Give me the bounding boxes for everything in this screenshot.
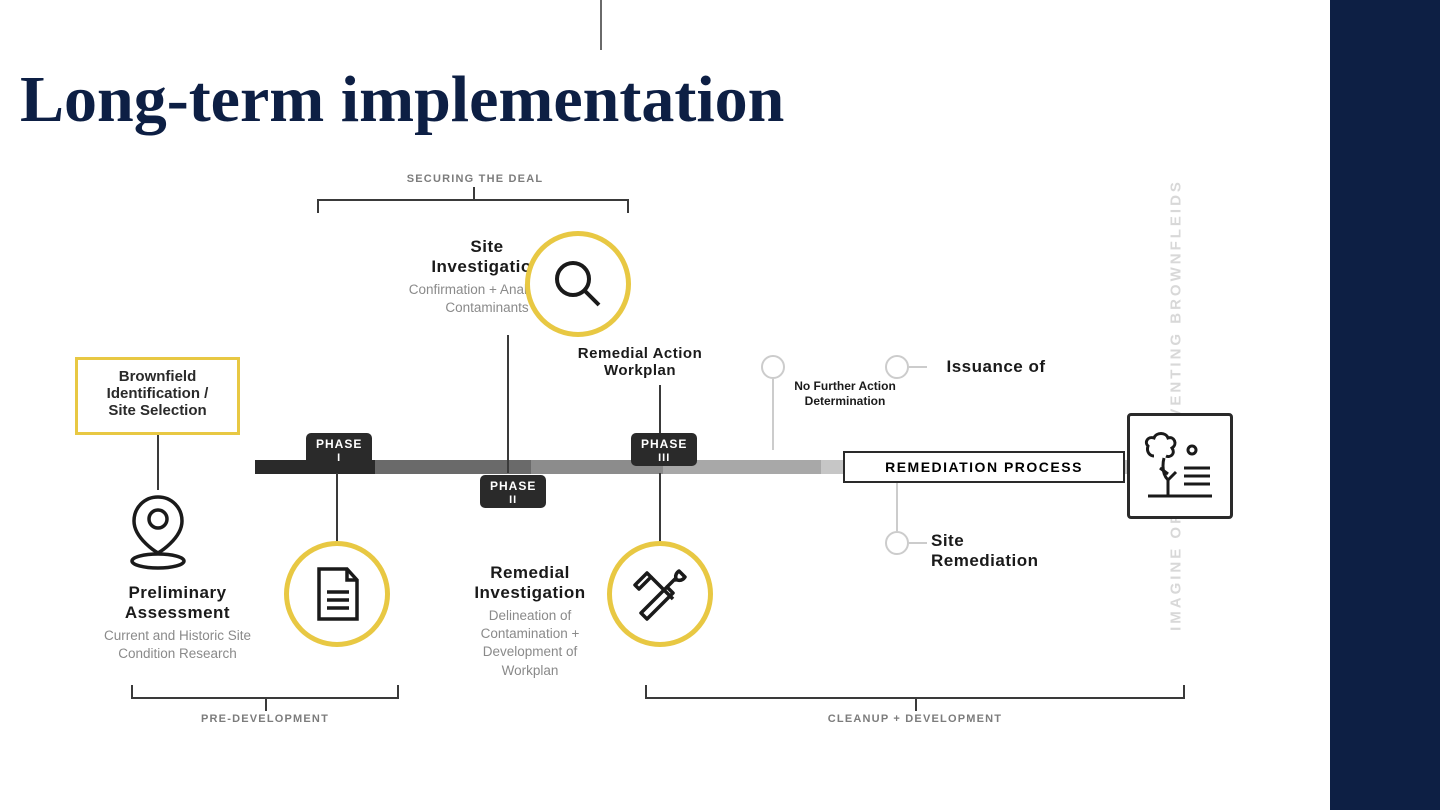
connector [265,699,267,711]
cleanup-bracket [645,685,1185,699]
timeline-seg-0 [75,460,255,474]
connector [915,699,917,711]
process-diagram: PHASE I PHASE II PHASE III REMEDIATION P… [75,185,1275,740]
brownfield-l3: Site Selection [86,402,229,419]
predev-bracket [131,685,399,699]
page-title: Long-term implementation [20,62,784,138]
securing-bracket [317,199,629,213]
phase-text: PHASE [490,479,536,493]
ra-h1: Remedial Action [565,345,715,362]
phase-text: PHASE [316,437,362,451]
connector [909,542,927,544]
connector [909,366,927,368]
connector [336,473,338,545]
brownfield-l2: Identification / [86,385,229,402]
prelim-sub: Current and Historic Site Condition Rese… [85,627,270,663]
sidebar-panel: IMAGINE OREM: REINVENTING BROWNFLEIDS [1330,0,1440,810]
site-rem-block: Site Remediation [931,531,1061,571]
marker-circle [761,355,785,379]
no-further-action-label: No Further Action Determination [775,379,915,409]
securing-label: SECURING THE DEAL [395,173,555,185]
phase-text: PHASE [641,437,687,451]
remediation-process-label: REMEDIATION PROCESS [843,451,1125,483]
nfa-l1: No Further Action [775,379,915,394]
phase-3-badge: PHASE III [631,433,697,466]
top-divider [600,0,602,50]
phase-1-badge: PHASE I [306,433,372,466]
magnifier-icon [525,231,631,337]
connector [772,379,774,450]
marker-circle [885,355,909,379]
predev-label: PRE-DEVELOPMENT [185,713,345,725]
marker-circle [885,531,909,555]
prelim-block: Preliminary Assessment Current and Histo… [85,583,270,663]
connector [896,483,898,531]
location-icon [121,491,195,571]
prelim-h2: Assessment [85,603,270,623]
tools-icon [607,541,713,647]
sr-h2: Remediation [931,551,1061,571]
cleanup-label: CLEANUP + DEVELOPMENT [815,713,1015,725]
prelim-h1: Preliminary [85,583,270,603]
sr-h1: Site [931,531,1061,551]
phase-1-num: I [316,452,362,464]
remedial-action-block: Remedial Action Workplan [565,345,715,379]
brownfield-l1: Brownfield [86,368,229,385]
nature-icon [1127,413,1233,519]
slide: IMAGINE OREM: REINVENTING BROWNFLEIDS Lo… [0,0,1440,810]
connector [659,473,661,545]
ra-h2: Workplan [565,362,715,379]
connector [473,187,475,199]
connector [157,435,159,490]
ri-sub: Delineation of Contamination + Developme… [455,607,605,680]
issuance-label: Issuance of [931,357,1061,377]
ri-h1: Remedial [455,563,605,583]
remedial-inv-block: Remedial Investigation Delineation of Co… [455,563,605,680]
connector [659,385,661,433]
connector [507,335,509,473]
document-icon [284,541,390,647]
phase-3-num: III [641,452,687,464]
ri-h2: Investigation [455,583,605,603]
phase-2-num: II [490,494,536,506]
brownfield-node: Brownfield Identification / Site Selecti… [75,357,240,435]
phase-2-badge: PHASE II [480,475,546,508]
nfa-l2: Determination [775,394,915,409]
